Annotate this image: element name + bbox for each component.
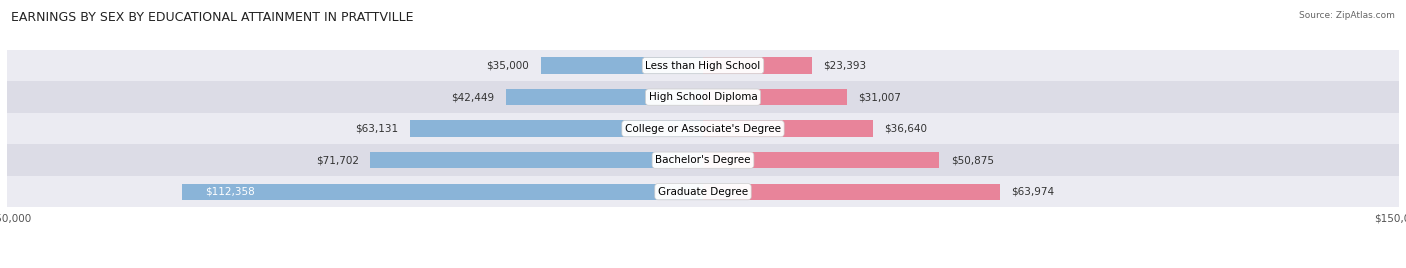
Bar	[703, 184, 1000, 200]
Text: Source: ZipAtlas.com: Source: ZipAtlas.com	[1299, 11, 1395, 20]
Bar	[703, 89, 846, 105]
Text: $63,974: $63,974	[1011, 187, 1054, 197]
Text: $42,449: $42,449	[451, 92, 495, 102]
Text: $23,393: $23,393	[823, 61, 866, 70]
Bar	[703, 120, 873, 137]
Bar	[7, 50, 1399, 81]
Text: $35,000: $35,000	[486, 61, 529, 70]
Bar	[7, 81, 1399, 113]
Bar	[7, 113, 1399, 144]
Text: High School Diploma: High School Diploma	[648, 92, 758, 102]
Text: College or Associate's Degree: College or Associate's Degree	[626, 124, 780, 134]
Text: Bachelor's Degree: Bachelor's Degree	[655, 155, 751, 165]
Text: $50,875: $50,875	[950, 155, 994, 165]
Text: Graduate Degree: Graduate Degree	[658, 187, 748, 197]
Bar	[703, 152, 939, 168]
Text: Less than High School: Less than High School	[645, 61, 761, 70]
Text: $31,007: $31,007	[859, 92, 901, 102]
Text: $63,131: $63,131	[356, 124, 398, 134]
Text: $112,358: $112,358	[205, 187, 254, 197]
Bar	[540, 57, 703, 74]
Bar	[7, 144, 1399, 176]
Bar	[7, 176, 1399, 207]
Bar	[506, 89, 703, 105]
Text: $71,702: $71,702	[316, 155, 359, 165]
Text: EARNINGS BY SEX BY EDUCATIONAL ATTAINMENT IN PRATTVILLE: EARNINGS BY SEX BY EDUCATIONAL ATTAINMEN…	[11, 11, 413, 24]
Bar	[370, 152, 703, 168]
Bar	[181, 184, 703, 200]
Bar	[703, 57, 811, 74]
Bar	[411, 120, 703, 137]
Text: $36,640: $36,640	[884, 124, 928, 134]
